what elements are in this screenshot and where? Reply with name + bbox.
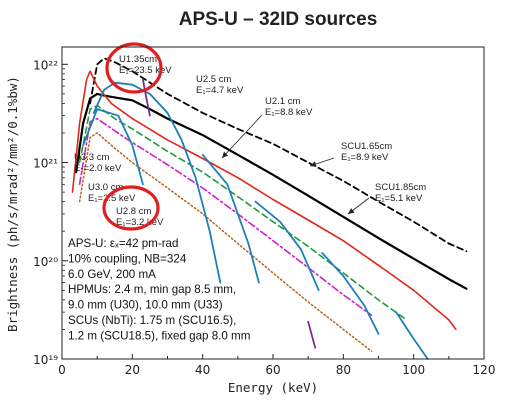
annotation-label: E₁=2.0 keV	[74, 163, 122, 174]
x-tick-label: 80	[336, 363, 351, 377]
annotation-label: U3.0 cm	[88, 182, 123, 193]
info-line: 1.2 m (SCU18.5), fixed gap 8.0 mm	[68, 329, 250, 342]
annotation-label: SCU1.85cm	[375, 182, 426, 193]
y-tick-label: 10²²	[33, 58, 58, 72]
highlight-circle	[105, 42, 163, 94]
series-line	[75, 92, 468, 290]
series-line	[78, 132, 373, 352]
x-axis-label: Energy (keV)	[228, 380, 318, 395]
info-line: 6.0 GeV, 200 mA	[68, 268, 156, 281]
info-line: 9.0 mm (U30), 10.0 mm (U33)	[68, 299, 223, 312]
info-line: HPMUs: 2.4 m, min gap 8.5 mm,	[68, 283, 236, 296]
x-tick-label: 60	[265, 363, 280, 377]
x-tick-label: 20	[125, 363, 140, 377]
series-line	[142, 78, 151, 117]
series-line	[254, 200, 320, 292]
info-box: APS-U: εₓ=42 pm-rad 10% coupling, NB=324 6…	[68, 237, 250, 342]
series-line	[82, 108, 144, 186]
annotation-label: E₁=3.2 keV	[116, 217, 164, 228]
annotation-label: E₁=23.5 keV	[119, 65, 172, 76]
x-tick-label: 0	[58, 363, 66, 377]
annotation-label: E₁=5.1 keV	[375, 193, 423, 204]
chart-title: APS-U – 32ID sources	[179, 9, 378, 30]
annotation-arrowhead	[348, 208, 355, 214]
info-line: SCUs (NbTi): 1.75 m (SCU16.5),	[68, 314, 236, 327]
annotation-label: SCU1.65cm	[341, 141, 392, 152]
annotation-arrowhead	[310, 161, 317, 167]
x-tick-label: 120	[473, 363, 496, 377]
annotation-arrowhead	[222, 151, 229, 158]
series-line	[71, 70, 457, 331]
annotation-label: U2.8 cm	[116, 206, 151, 217]
annotation-label: E₁=8.8 keV	[265, 107, 313, 118]
y-axis: 10¹⁹ 10²⁰ 10²¹ 10²²	[33, 58, 68, 367]
annotation-label: E₁=2.5 keV	[88, 193, 136, 204]
series-line	[78, 117, 373, 316]
x-tick-label: 100	[402, 363, 425, 377]
annotation-label: U2.5 cm	[196, 74, 231, 85]
highlight-circle	[102, 185, 160, 231]
y-tick-label: 10²¹	[33, 157, 58, 171]
series-line	[201, 153, 260, 284]
series-line	[395, 311, 429, 360]
annotation-label: E₁=4.7 keV	[196, 85, 244, 96]
series-line	[321, 252, 380, 335]
info-line: APS-U: εₓ=42 pm-rad	[68, 237, 178, 250]
annotation-arrow	[221, 114, 263, 159]
info-line: 10% coupling, NB=324	[68, 252, 187, 265]
annotation-label: U1.35cm	[119, 54, 157, 65]
annotation-label: U2.1 cm	[265, 96, 300, 107]
series-line	[307, 320, 317, 349]
annotation-label: E₁=8.9 keV	[341, 152, 389, 163]
y-tick-label: 10²⁰	[33, 255, 58, 269]
y-axis-label: Brightness (ph/s/mrad²/mm²/0.1%bw)	[5, 76, 20, 332]
series-line	[92, 81, 222, 284]
x-axis: 0 20 40 60 80 100 120	[58, 354, 495, 377]
x-tick-label: 40	[195, 363, 210, 377]
annotation-label: U3.3 cm	[74, 152, 109, 163]
y-tick-label: 10¹⁹	[33, 353, 58, 367]
